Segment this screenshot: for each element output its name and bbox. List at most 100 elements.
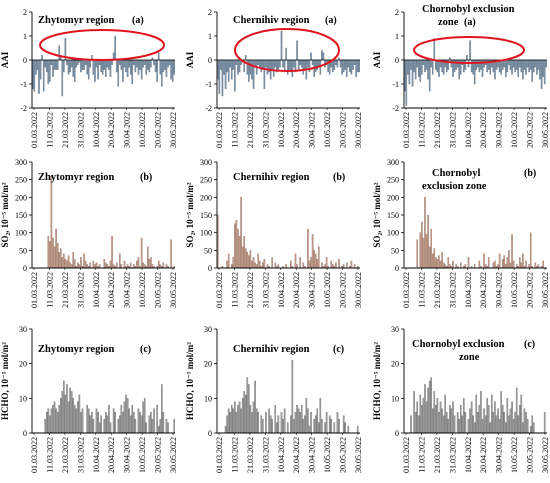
x-tick-label: 20.04.2022 (107, 112, 116, 148)
bar (101, 59, 104, 75)
bar (342, 264, 345, 269)
bar (257, 412, 259, 434)
x-tick-label: 01.03.2022 (215, 272, 224, 308)
bar (98, 422, 101, 434)
chart-panel: 0 10 20 30 01.03.2022 11.03.2022 21.03.2022 31.… (0, 325, 178, 473)
bar (103, 59, 106, 70)
bar (75, 59, 78, 68)
x-tick-label: 01.03.2022 (402, 437, 411, 473)
bar (80, 257, 82, 269)
x-tick-label: 20.05.2022 (339, 112, 348, 148)
x-tick-label: 31.03.2022 (448, 272, 457, 308)
bar (77, 59, 79, 65)
bar (46, 412, 48, 434)
y-tick-label: 1 (208, 32, 212, 41)
bar (522, 59, 524, 80)
bar (336, 412, 339, 434)
bar (494, 401, 496, 434)
chart-panel: -2 -1 0 1 2 01.03.2022 11.03.2022 21.03.2022 31.… (185, 8, 363, 148)
bar (310, 52, 312, 61)
bar (173, 418, 175, 434)
x-tick-label: 30.04.2022 (123, 272, 132, 308)
bar (58, 45, 60, 61)
bar (227, 253, 230, 269)
chart-title: Chernihiv region (233, 344, 310, 355)
bar (47, 408, 50, 434)
y-tick-label: 10 (204, 394, 212, 403)
bar (308, 260, 311, 269)
x-tick-label: 30.05.2022 (169, 112, 178, 148)
x-tick-label: 20.05.2022 (526, 112, 535, 148)
bar (148, 258, 151, 269)
bar (145, 422, 148, 434)
bar (520, 59, 523, 73)
bar (98, 264, 101, 269)
x-tick-label: 01.03.2022 (30, 437, 39, 473)
bar (162, 412, 165, 434)
bar (159, 418, 161, 434)
bar (433, 38, 436, 61)
x-tick-label: 10.04.2022 (92, 272, 101, 308)
bar (431, 253, 434, 269)
y-tick-label: 250 (200, 176, 212, 185)
bar (528, 264, 530, 269)
bar (428, 59, 431, 92)
bar (296, 264, 298, 269)
bar (302, 418, 305, 434)
bar (421, 405, 423, 434)
bar (252, 257, 255, 269)
bar (271, 59, 273, 70)
bar (58, 251, 60, 269)
bar (151, 418, 154, 434)
bar (311, 59, 314, 65)
bar (475, 394, 478, 434)
bar (318, 422, 320, 434)
bar (346, 59, 348, 77)
bar (344, 59, 346, 70)
bar (63, 253, 65, 269)
bar (125, 394, 127, 434)
bar (120, 405, 123, 434)
bar (416, 59, 418, 68)
y-tick-label: 250 (15, 176, 27, 185)
bar (311, 234, 314, 269)
bar (249, 59, 252, 75)
bar (56, 59, 59, 70)
bar (126, 398, 129, 434)
bar (308, 425, 311, 434)
bar (534, 59, 537, 68)
bar (342, 59, 345, 73)
bar (92, 260, 95, 269)
x-tick-label: 11.03.2022 (45, 112, 54, 148)
bar (509, 408, 512, 434)
bar (272, 59, 275, 77)
y-tick-label: 50 (204, 246, 212, 255)
panel-tag: (c) (524, 339, 535, 350)
bar (428, 246, 431, 269)
x-tick-label: 11.03.2022 (45, 437, 54, 473)
bar (115, 262, 118, 269)
x-tick-label: 31.03.2022 (448, 112, 457, 148)
bar (511, 401, 513, 434)
bar (480, 391, 482, 434)
x-tick-label: 30.04.2022 (495, 437, 504, 473)
bar (120, 264, 123, 269)
bar (543, 412, 546, 434)
bar (484, 415, 487, 434)
bar (302, 59, 305, 75)
bar (249, 405, 252, 434)
bar (307, 59, 309, 68)
x-tick-label: 30.05.2022 (169, 272, 178, 308)
bar (458, 418, 460, 434)
x-tick-label: 30.04.2022 (308, 112, 317, 148)
bar (528, 59, 530, 73)
x-tick-label: 30.04.2022 (495, 112, 504, 148)
bar (325, 257, 328, 269)
x-tick-label: 20.04.2022 (479, 112, 488, 148)
y-tick-label: 0 (23, 429, 27, 438)
bar (58, 405, 60, 434)
y-axis-label: HCHO, 10⁻⁵ mol/m² (185, 342, 195, 420)
y-axis-label: AAI (372, 51, 382, 68)
bar (218, 59, 221, 94)
bar (157, 425, 160, 434)
